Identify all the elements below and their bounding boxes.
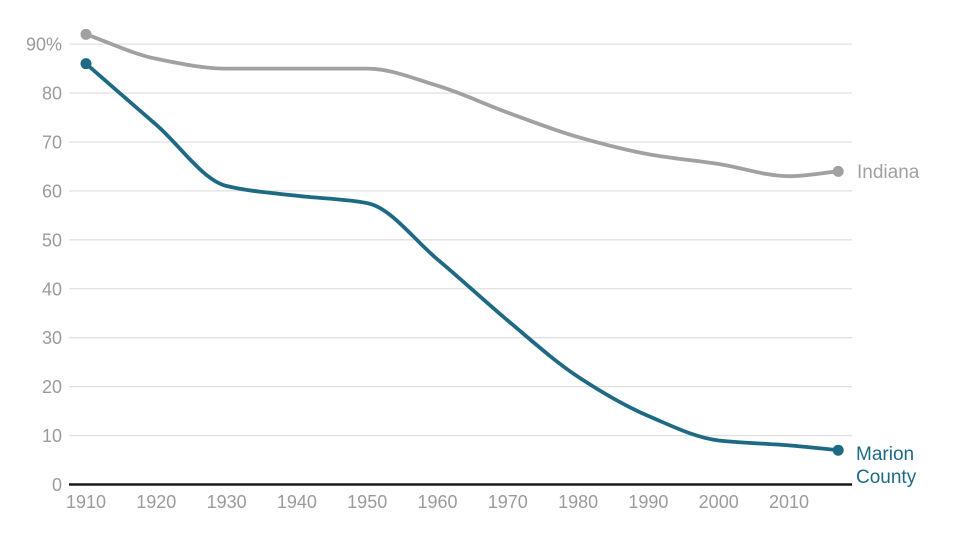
y-tick-label: 0 — [52, 475, 62, 495]
x-tick-label: 1930 — [207, 492, 247, 512]
x-tick-label: 1980 — [558, 492, 598, 512]
x-tick-label: 1960 — [417, 492, 457, 512]
y-tick-label: 20 — [42, 377, 62, 397]
indiana-start-dot — [80, 28, 92, 40]
x-tick-label: 1940 — [277, 492, 317, 512]
marion-county-end-dot — [832, 444, 844, 456]
x-tick-label: 2010 — [769, 492, 809, 512]
marion-county-start-dot — [80, 58, 92, 70]
x-tick-label: 1910 — [66, 492, 106, 512]
y-tick-label: 50 — [42, 230, 62, 250]
x-tick-label: 1950 — [347, 492, 387, 512]
x-tick-label: 1970 — [488, 492, 528, 512]
y-tick-label: 80 — [42, 84, 62, 104]
y-tick-label: 40 — [42, 279, 62, 299]
y-tick-label: 70 — [42, 132, 62, 152]
indiana-line — [84, 32, 841, 179]
x-tick-label: 1920 — [136, 492, 176, 512]
marion-county-line — [84, 61, 841, 453]
y-tick-label: 90% — [26, 35, 62, 55]
series-label-marion-county: Marion County — [856, 444, 917, 488]
x-tick-label: 1990 — [628, 492, 668, 512]
y-tick-label: 30 — [42, 328, 62, 348]
y-tick-label: 60 — [42, 181, 62, 201]
indiana-end-dot — [832, 165, 844, 177]
series-label-indiana: Indiana — [857, 162, 920, 183]
y-tick-label: 10 — [42, 426, 62, 446]
x-tick-label: 2000 — [699, 492, 739, 512]
